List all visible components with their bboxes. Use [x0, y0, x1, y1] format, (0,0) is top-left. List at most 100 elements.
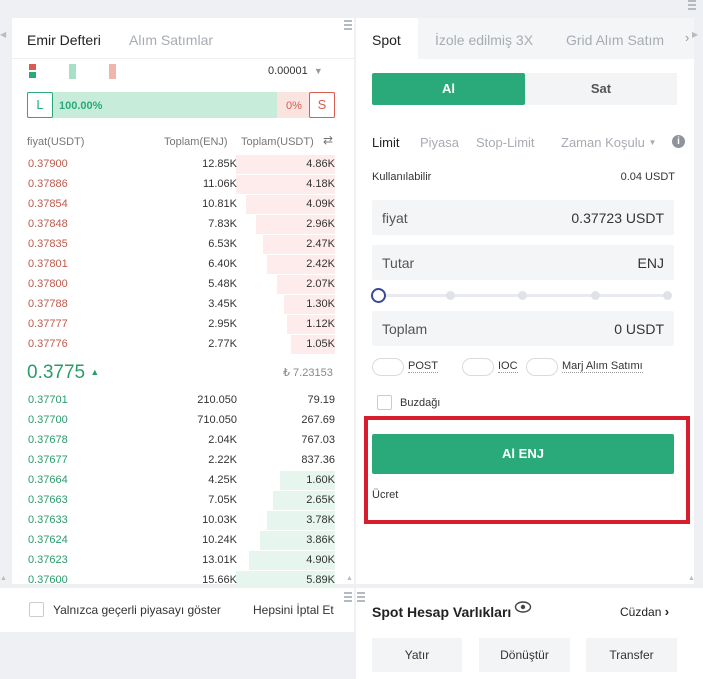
- amount-cell: 12.85K: [202, 158, 237, 170]
- eye-icon[interactable]: [514, 600, 532, 614]
- deposit-button[interactable]: Yatır: [372, 638, 462, 672]
- amount-cell: 210.050: [197, 394, 237, 406]
- amount-cell: 13.01K: [202, 554, 237, 566]
- price-field[interactable]: fiyat 0.37723 USDT: [372, 200, 674, 235]
- ioc-toggle[interactable]: [462, 358, 494, 376]
- cancel-all-button[interactable]: Hepsini İptal Et: [253, 603, 334, 617]
- sell-toggle-button[interactable]: Sat: [525, 73, 677, 105]
- tab-isolated[interactable]: İzole edilmiş 3X: [435, 32, 534, 48]
- last-price-value: 0.3775: [27, 362, 86, 383]
- price-cell: 0.37623: [28, 554, 68, 566]
- slider-step-25[interactable]: [446, 291, 455, 300]
- drag-handle-icon[interactable]: [344, 592, 354, 602]
- scroll-down-left-icon[interactable]: ▲: [0, 575, 7, 582]
- post-only-toggle[interactable]: [372, 358, 404, 376]
- orderbook-both-view-icon[interactable]: [29, 64, 38, 79]
- tab-orderbook[interactable]: Emir Defteri: [27, 32, 101, 48]
- col-amount-header: Toplam(ENJ): [164, 136, 228, 148]
- long-short-bar: [27, 92, 335, 118]
- spot-assets-panel: Spot Hesap Varlıkları Cüzdan › Yatır Dön…: [356, 588, 703, 679]
- bid-row[interactable]: 0.37700 710.050 267.69: [12, 410, 354, 430]
- total-cell: 2.65K: [306, 494, 335, 506]
- total-cell: 4.18K: [306, 178, 335, 190]
- order-type-limit[interactable]: Limit: [372, 135, 400, 150]
- order-type-stop-limit[interactable]: Stop-Limit: [476, 135, 535, 150]
- depth-bar: [273, 491, 335, 510]
- order-type-market[interactable]: Piyasa: [420, 135, 460, 150]
- ask-row[interactable]: 0.37900 12.85K 4.86K: [12, 154, 354, 174]
- current-market-checkbox[interactable]: [29, 602, 44, 617]
- ask-row[interactable]: 0.37777 2.95K 1.12K: [12, 314, 354, 334]
- price-cell: 0.37624: [28, 534, 68, 546]
- bid-row[interactable]: 0.37701 210.050 79.19: [12, 390, 354, 410]
- info-icon[interactable]: i: [672, 135, 685, 148]
- amount-cell: 3.45K: [208, 298, 237, 310]
- depth-bar: [249, 551, 335, 570]
- ask-row[interactable]: 0.37854 10.81K 4.09K: [12, 194, 354, 214]
- tab-spot[interactable]: Spot: [372, 32, 401, 48]
- total-cell: 4.09K: [306, 198, 335, 210]
- price-cell: 0.37776: [28, 338, 68, 350]
- order-type-time[interactable]: Zaman Koşulu ▼: [561, 135, 656, 150]
- ask-row[interactable]: 0.37886 11.06K 4.18K: [12, 174, 354, 194]
- ask-row[interactable]: 0.37800 5.48K 2.07K: [12, 274, 354, 294]
- slider-step-100[interactable]: [663, 291, 672, 300]
- amount-field[interactable]: Tutar ENJ: [372, 245, 674, 280]
- amount-slider[interactable]: [371, 288, 672, 303]
- bid-row[interactable]: 0.37624 10.24K 3.86K: [12, 530, 354, 550]
- slider-thumb[interactable]: [371, 288, 386, 303]
- buy-toggle-button[interactable]: Al: [372, 73, 525, 105]
- slider-step-50[interactable]: [518, 291, 527, 300]
- ask-row[interactable]: 0.37835 6.53K 2.47K: [12, 234, 354, 254]
- transfer-button[interactable]: Transfer: [586, 638, 677, 672]
- bid-row[interactable]: 0.37600 15.66K 5.89K: [12, 570, 354, 590]
- bid-row[interactable]: 0.37633 10.03K 3.78K: [12, 510, 354, 530]
- total-cell: 2.47K: [306, 238, 335, 250]
- drag-handle-icon[interactable]: [688, 0, 698, 10]
- total-cell: 1.05K: [306, 338, 335, 350]
- convert-button[interactable]: Dönüştür: [479, 638, 570, 672]
- ask-row[interactable]: 0.37776 2.77K 1.05K: [12, 334, 354, 354]
- chevron-right-icon[interactable]: ›: [685, 30, 690, 45]
- margin-toggle[interactable]: [526, 358, 558, 376]
- total-cell: 1.12K: [306, 318, 335, 330]
- orderbook-bids-view-icon[interactable]: [69, 64, 76, 79]
- orderbook-asks-view-icon[interactable]: [109, 64, 116, 79]
- price-cell: 0.37678: [28, 434, 68, 446]
- iceberg-checkbox[interactable]: [377, 395, 392, 410]
- depth-bar: [284, 295, 335, 314]
- drag-handle-icon[interactable]: [344, 20, 354, 30]
- scroll-corner-icon[interactable]: ▲: [688, 575, 695, 582]
- bid-row[interactable]: 0.37663 7.05K 2.65K: [12, 490, 354, 510]
- price-cell: 0.37701: [28, 394, 68, 406]
- bid-row[interactable]: 0.37664 4.25K 1.60K: [12, 470, 354, 490]
- ask-row[interactable]: 0.37848 7.83K 2.96K: [12, 214, 354, 234]
- scroll-left-icon[interactable]: ◀: [0, 30, 7, 39]
- precision-select[interactable]: 0.00001 ▼: [268, 65, 334, 81]
- total-cell: 767.03: [301, 434, 335, 446]
- total-cell: 267.69: [301, 414, 335, 426]
- tab-trades[interactable]: Alım Satımlar: [129, 32, 214, 48]
- col-total-header: Toplam(USDT): [241, 136, 314, 148]
- bid-row[interactable]: 0.37623 13.01K 4.90K: [12, 550, 354, 570]
- ask-row[interactable]: 0.37788 3.45K 1.30K: [12, 294, 354, 314]
- bid-row[interactable]: 0.37678 2.04K 767.03: [12, 430, 354, 450]
- tab-strip-bg: [418, 18, 694, 59]
- buy-submit-button[interactable]: Al ENJ: [372, 434, 674, 474]
- wallet-link[interactable]: Cüzdan ›: [620, 604, 669, 619]
- total-cell: 837.36: [301, 454, 335, 466]
- ask-row[interactable]: 0.37801 6.40K 2.42K: [12, 254, 354, 274]
- slider-step-75[interactable]: [591, 291, 600, 300]
- arrow-up-icon: ▲: [90, 367, 100, 377]
- bid-row[interactable]: 0.37677 2.22K 837.36: [12, 450, 354, 470]
- total-cell: 2.42K: [306, 258, 335, 270]
- drag-handle-icon[interactable]: [357, 592, 367, 602]
- total-field[interactable]: Toplam 0 USDT: [372, 311, 674, 346]
- amount-cell: 15.66K: [202, 574, 237, 586]
- scroll-right-icon[interactable]: ▶: [692, 30, 699, 39]
- tab-grid[interactable]: Grid Alım Satım: [566, 32, 665, 48]
- swap-icon[interactable]: ⇄: [323, 133, 334, 147]
- scroll-down-right-icon[interactable]: ▲: [346, 575, 353, 582]
- depth-bar: [280, 471, 335, 490]
- depth-bar: [277, 275, 335, 294]
